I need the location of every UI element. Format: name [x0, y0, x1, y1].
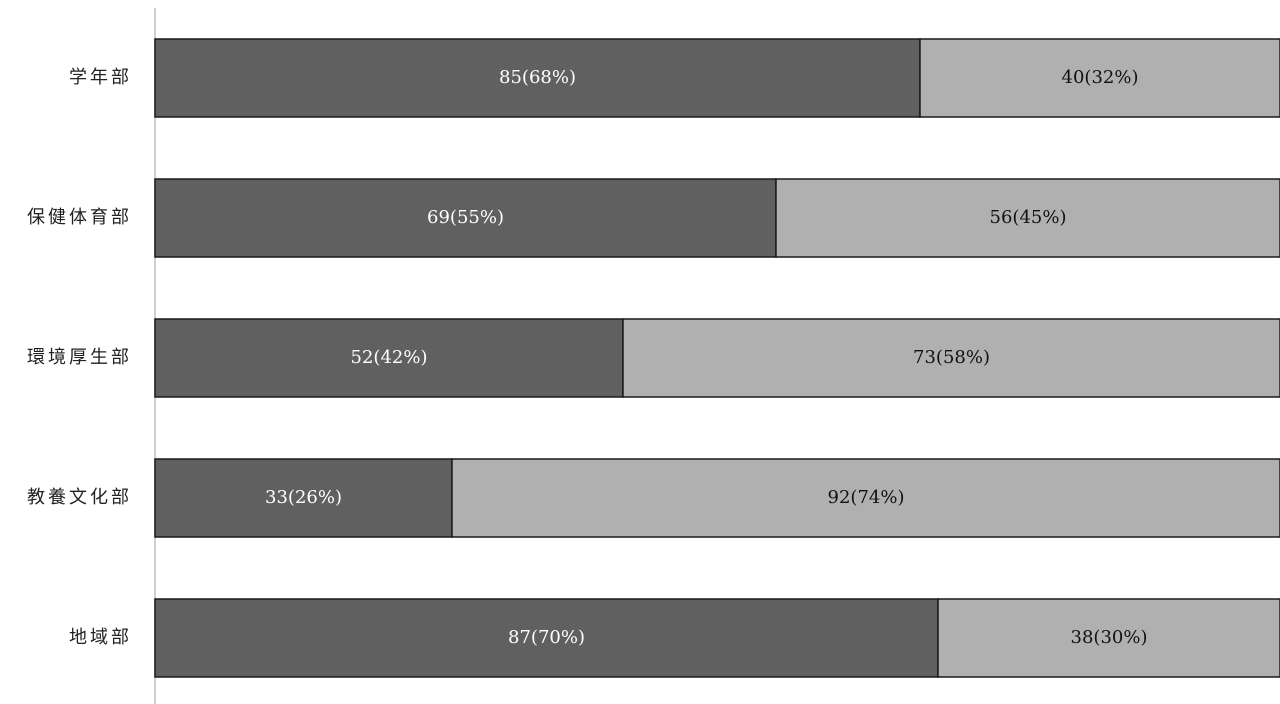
bar-segment [937, 598, 1280, 678]
bar-segment [154, 318, 624, 398]
bar-segment [919, 38, 1280, 118]
data-label: 56(45%) [990, 207, 1067, 228]
data-label: 73(58%) [913, 347, 990, 368]
data-label: 33(26%) [265, 487, 342, 508]
data-label: 92(74%) [828, 487, 905, 508]
data-label: 69(55%) [427, 207, 504, 228]
bar-segment [775, 178, 1280, 258]
data-label: 38(30%) [1071, 627, 1148, 648]
data-label: 52(42%) [351, 347, 428, 368]
data-label: 85(68%) [499, 67, 576, 88]
category-label: 保健体育部 [27, 207, 132, 228]
bar-segment [154, 178, 777, 258]
bar-segment [154, 38, 921, 118]
data-label: 87(70%) [508, 627, 585, 648]
bar-segment [622, 318, 1280, 398]
category-label: 学年部 [69, 67, 132, 88]
category-label: 教養文化部 [27, 487, 132, 508]
category-label: 環境厚生部 [27, 347, 132, 368]
bar-segment [154, 458, 453, 538]
bar-segment [451, 458, 1280, 538]
category-label: 地域部 [69, 627, 132, 648]
data-label: 40(32%) [1062, 67, 1139, 88]
bar-group: 学年部 85(68%) 40(32%) 保健体育部 69(55%) 56(45%) 環境厚生… [27, 38, 1280, 678]
